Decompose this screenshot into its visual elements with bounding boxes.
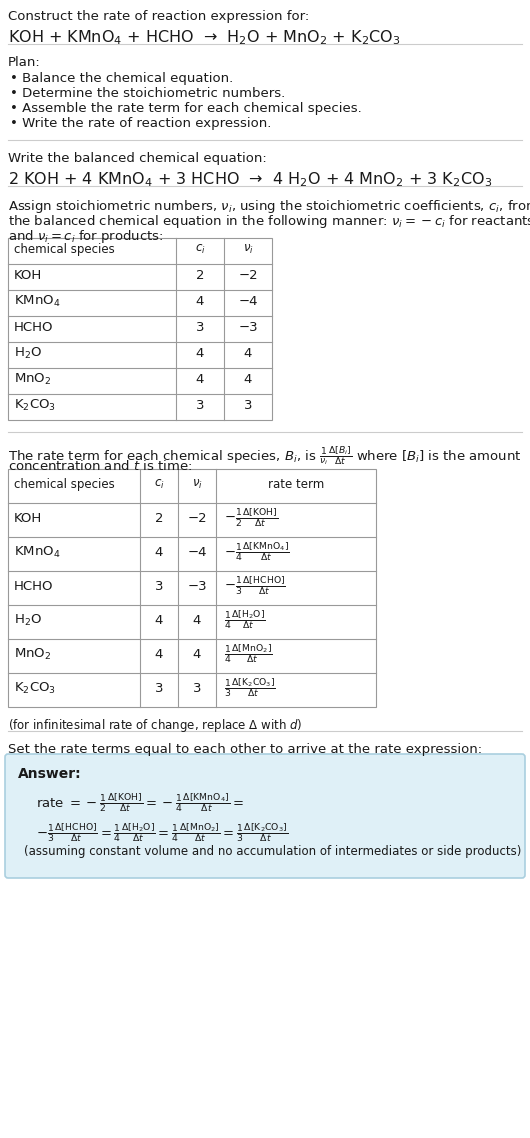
Text: The rate term for each chemical species, $B_i$, is $\frac{1}{\nu_i}\frac{\Delta[: The rate term for each chemical species,… xyxy=(8,444,522,467)
Text: 4: 4 xyxy=(244,346,252,360)
Text: • Assemble the rate term for each chemical species.: • Assemble the rate term for each chemic… xyxy=(10,102,362,115)
Text: 2: 2 xyxy=(155,511,163,525)
Text: −2: −2 xyxy=(238,269,258,281)
Text: $-\frac{1}{2}\frac{\Delta[\mathrm{KOH}]}{\Delta t}$: $-\frac{1}{2}\frac{\Delta[\mathrm{KOH}]}… xyxy=(224,506,279,529)
Text: 3: 3 xyxy=(155,682,163,694)
Text: 4: 4 xyxy=(155,648,163,660)
Text: 4: 4 xyxy=(196,372,204,386)
Text: 4: 4 xyxy=(155,613,163,627)
Text: Write the balanced chemical equation:: Write the balanced chemical equation: xyxy=(8,152,267,165)
Text: −4: −4 xyxy=(187,545,207,559)
Text: KMnO$_4$: KMnO$_4$ xyxy=(14,544,60,560)
Text: 4: 4 xyxy=(244,372,252,386)
Text: chemical species: chemical species xyxy=(14,242,115,256)
Text: chemical species: chemical species xyxy=(14,478,115,490)
Text: K$_2$CO$_3$: K$_2$CO$_3$ xyxy=(14,681,56,695)
Text: 4: 4 xyxy=(196,346,204,360)
Text: • Balance the chemical equation.: • Balance the chemical equation. xyxy=(10,72,233,85)
Text: Construct the rate of reaction expression for:: Construct the rate of reaction expressio… xyxy=(8,10,309,23)
Text: $\frac{1}{4}\frac{\Delta[\mathrm{MnO_2}]}{\Delta t}$: $\frac{1}{4}\frac{\Delta[\mathrm{MnO_2}]… xyxy=(224,643,273,666)
Text: −3: −3 xyxy=(238,321,258,333)
Text: 3: 3 xyxy=(196,398,204,412)
Text: MnO$_2$: MnO$_2$ xyxy=(14,371,51,387)
Text: 4: 4 xyxy=(193,648,201,660)
Text: $c_i$: $c_i$ xyxy=(154,478,164,490)
Text: $\nu_i$: $\nu_i$ xyxy=(243,242,253,256)
Text: 3: 3 xyxy=(196,321,204,333)
Text: 3: 3 xyxy=(193,682,201,694)
Text: −3: −3 xyxy=(187,579,207,593)
Text: HCHO: HCHO xyxy=(14,321,54,333)
Text: Answer:: Answer: xyxy=(18,767,82,781)
Text: concentration and $t$ is time:: concentration and $t$ is time: xyxy=(8,459,192,473)
Text: K$_2$CO$_3$: K$_2$CO$_3$ xyxy=(14,397,56,413)
Text: 4: 4 xyxy=(196,295,204,307)
Text: −4: −4 xyxy=(238,295,258,307)
Bar xyxy=(8,469,376,707)
Text: $\nu_i$: $\nu_i$ xyxy=(191,478,202,490)
Text: KMnO$_4$: KMnO$_4$ xyxy=(14,294,60,308)
Text: $-\frac{1}{3}\frac{\Delta[\mathrm{HCHO}]}{\Delta t} = \frac{1}{4}\frac{\Delta[\m: $-\frac{1}{3}\frac{\Delta[\mathrm{HCHO}]… xyxy=(36,820,288,844)
Text: $c_i$: $c_i$ xyxy=(195,242,205,256)
Text: 4: 4 xyxy=(155,545,163,559)
Text: Plan:: Plan: xyxy=(8,56,41,69)
Text: • Write the rate of reaction expression.: • Write the rate of reaction expression. xyxy=(10,117,271,130)
Text: KOH: KOH xyxy=(14,511,42,525)
Text: $\frac{1}{3}\frac{\Delta[\mathrm{K_2CO_3}]}{\Delta t}$: $\frac{1}{3}\frac{\Delta[\mathrm{K_2CO_3… xyxy=(224,677,276,700)
Text: MnO$_2$: MnO$_2$ xyxy=(14,646,51,661)
Text: and $\nu_i = c_i$ for products:: and $\nu_i = c_i$ for products: xyxy=(8,228,164,245)
Text: $-\frac{1}{3}\frac{\Delta[\mathrm{HCHO}]}{\Delta t}$: $-\frac{1}{3}\frac{\Delta[\mathrm{HCHO}]… xyxy=(224,575,286,597)
Text: H$_2$O: H$_2$O xyxy=(14,346,42,361)
FancyBboxPatch shape xyxy=(5,754,525,879)
Text: Set the rate terms equal to each other to arrive at the rate expression:: Set the rate terms equal to each other t… xyxy=(8,743,482,756)
Text: 4: 4 xyxy=(193,613,201,627)
Text: 3: 3 xyxy=(155,579,163,593)
Text: the balanced chemical equation in the following manner: $\nu_i = -c_i$ for react: the balanced chemical equation in the fo… xyxy=(8,213,530,230)
Text: $\frac{1}{4}\frac{\Delta[\mathrm{H_2O}]}{\Delta t}$: $\frac{1}{4}\frac{\Delta[\mathrm{H_2O}]}… xyxy=(224,609,266,632)
Text: (for infinitesimal rate of change, replace Δ with $d$): (for infinitesimal rate of change, repla… xyxy=(8,717,303,734)
Text: 3: 3 xyxy=(244,398,252,412)
Text: KOH + KMnO$_4$ + HCHO  →  H$_2$O + MnO$_2$ + K$_2$CO$_3$: KOH + KMnO$_4$ + HCHO → H$_2$O + MnO$_2$… xyxy=(8,28,401,47)
Text: rate $= -\frac{1}{2}\frac{\Delta[\mathrm{KOH}]}{\Delta t} = -\frac{1}{4}\frac{\D: rate $= -\frac{1}{2}\frac{\Delta[\mathrm… xyxy=(36,791,244,814)
Text: KOH: KOH xyxy=(14,269,42,281)
Text: H$_2$O: H$_2$O xyxy=(14,612,42,627)
Text: • Determine the stoichiometric numbers.: • Determine the stoichiometric numbers. xyxy=(10,86,285,100)
Text: HCHO: HCHO xyxy=(14,579,54,593)
Text: (assuming constant volume and no accumulation of intermediates or side products): (assuming constant volume and no accumul… xyxy=(24,846,522,858)
Bar xyxy=(8,238,272,420)
Text: 2 KOH + 4 KMnO$_4$ + 3 HCHO  →  4 H$_2$O + 4 MnO$_2$ + 3 K$_2$CO$_3$: 2 KOH + 4 KMnO$_4$ + 3 HCHO → 4 H$_2$O +… xyxy=(8,170,492,189)
Text: Assign stoichiometric numbers, $\nu_i$, using the stoichiometric coefficients, $: Assign stoichiometric numbers, $\nu_i$, … xyxy=(8,198,530,215)
Text: −2: −2 xyxy=(187,511,207,525)
Text: rate term: rate term xyxy=(268,478,324,490)
Text: 2: 2 xyxy=(196,269,204,281)
Text: $-\frac{1}{4}\frac{\Delta[\mathrm{KMnO_4}]}{\Delta t}$: $-\frac{1}{4}\frac{\Delta[\mathrm{KMnO_4… xyxy=(224,541,290,563)
